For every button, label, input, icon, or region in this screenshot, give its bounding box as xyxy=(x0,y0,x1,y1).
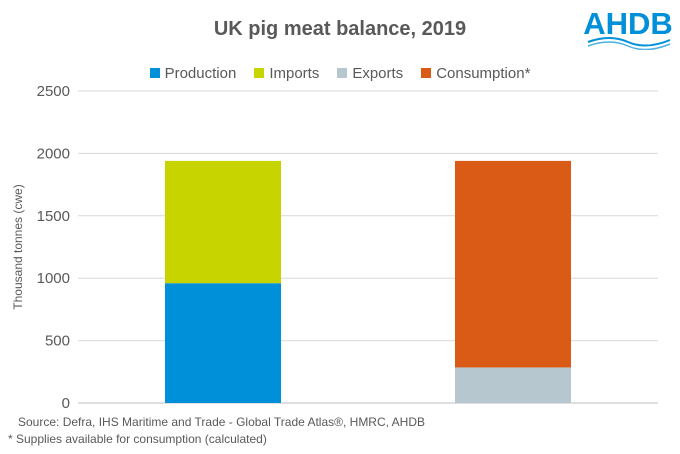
bar-exports xyxy=(455,367,571,403)
ahdb-logo: AHDB xyxy=(580,4,676,51)
legend-label-exports: Exports xyxy=(352,64,404,82)
legend-item-exports: Exports xyxy=(337,63,403,83)
legend-item-imports: Imports xyxy=(254,63,319,83)
consumption-footnote: * Supplies available for consumption (ca… xyxy=(8,432,267,446)
chart-legend: Production Imports Exports Consumption* xyxy=(0,63,680,83)
logo-graphic: AHDB xyxy=(583,6,673,51)
legend-item-consumption: Consumption* xyxy=(421,63,530,83)
y-tick-label: 2500 xyxy=(37,83,70,100)
y-tick-label: 500 xyxy=(45,333,70,350)
legend-swatch-consumption xyxy=(421,68,432,78)
bar-consumption xyxy=(455,160,571,368)
legend-swatch-production xyxy=(149,68,160,78)
y-tick-label: 1000 xyxy=(37,270,70,287)
legend-swatch-exports xyxy=(337,68,348,78)
chart-title: UK pig meat balance, 2019 xyxy=(213,18,467,40)
legend-label-imports: Imports xyxy=(269,64,320,82)
legend-item-production: Production xyxy=(149,63,237,83)
legend-swatch-imports xyxy=(254,68,265,78)
legend-label-production: Production xyxy=(164,64,237,82)
y-tick-label: 0 xyxy=(62,395,70,412)
bar-production xyxy=(165,283,281,403)
y-tick-label: 2000 xyxy=(37,145,70,162)
source-note: Source: Defra, IHS Maritime and Trade - … xyxy=(18,415,425,429)
y-axis-label: Thousand tonnes (cwe) xyxy=(11,184,25,309)
logo-text: AHDB xyxy=(583,6,673,41)
bar-imports xyxy=(165,160,281,284)
legend-label-consumption: Consumption* xyxy=(436,64,531,82)
y-tick-label: 1500 xyxy=(37,208,70,225)
